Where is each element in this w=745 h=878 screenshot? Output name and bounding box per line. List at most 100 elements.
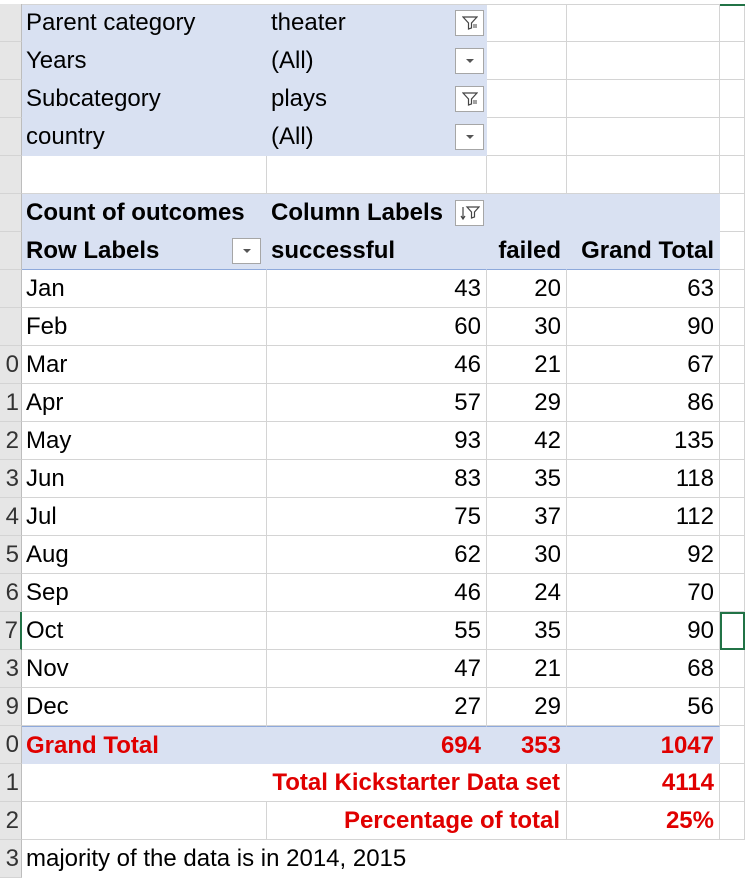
dataset-total-label[interactable]: Total Kickstarter Data set [267, 764, 567, 802]
successful-value[interactable]: 62 [267, 536, 487, 574]
cell[interactable] [720, 574, 745, 612]
row-header[interactable]: 1 [0, 764, 22, 802]
pivot-col-successful[interactable]: successful [267, 232, 487, 270]
cell[interactable] [487, 42, 567, 80]
failed-value[interactable]: 30 [487, 308, 567, 346]
filter-label-parent-category[interactable]: Parent category [22, 4, 267, 42]
grand-total-successful[interactable]: 694 [267, 726, 487, 764]
cell[interactable] [720, 612, 745, 650]
total-value[interactable]: 112 [567, 498, 720, 536]
successful-value[interactable]: 83 [267, 460, 487, 498]
failed-value[interactable]: 24 [487, 574, 567, 612]
cell[interactable] [720, 384, 745, 422]
row-header[interactable] [0, 4, 22, 42]
cell[interactable] [267, 156, 487, 194]
row-header[interactable] [0, 156, 22, 194]
failed-value[interactable]: 29 [487, 688, 567, 726]
failed-value[interactable]: 21 [487, 650, 567, 688]
cell[interactable] [720, 80, 745, 118]
cell[interactable] [487, 118, 567, 156]
failed-value[interactable]: 30 [487, 536, 567, 574]
cell[interactable] [720, 232, 745, 270]
successful-value[interactable]: 60 [267, 308, 487, 346]
total-value[interactable]: 67 [567, 346, 720, 384]
total-value[interactable]: 68 [567, 650, 720, 688]
total-value[interactable]: 118 [567, 460, 720, 498]
row-header[interactable]: 3 [0, 840, 22, 878]
failed-value[interactable]: 21 [487, 346, 567, 384]
total-value[interactable]: 92 [567, 536, 720, 574]
cell[interactable] [720, 156, 745, 194]
cell[interactable] [567, 80, 720, 118]
percentage-label[interactable]: Percentage of total [267, 802, 567, 840]
total-value[interactable]: 90 [567, 308, 720, 346]
note-text[interactable]: majority of the data is in 2014, 2015 [26, 845, 407, 872]
row-label[interactable]: Mar [22, 346, 267, 384]
total-value[interactable]: 86 [567, 384, 720, 422]
pivot-col-failed[interactable]: failed [487, 232, 567, 270]
cell[interactable] [720, 498, 745, 536]
filter-label-years[interactable]: Years [22, 42, 267, 80]
dataset-total-value[interactable]: 4114 [567, 764, 720, 802]
row-label[interactable]: Apr [22, 384, 267, 422]
row-header[interactable]: 1 [0, 384, 22, 422]
row-header[interactable]: 0 [0, 726, 22, 764]
pivot-column-labels[interactable]: Column Labels [267, 194, 487, 232]
filter-applied-icon[interactable] [455, 10, 484, 36]
pivot-row-labels[interactable]: Row Labels [22, 232, 267, 270]
successful-value[interactable]: 27 [267, 688, 487, 726]
cell[interactable] [720, 118, 745, 156]
row-header[interactable]: 2 [0, 802, 22, 840]
row-label[interactable]: Jul [22, 498, 267, 536]
row-label[interactable]: Aug [22, 536, 267, 574]
cell[interactable] [720, 194, 745, 232]
failed-value[interactable]: 37 [487, 498, 567, 536]
chevron-down-icon[interactable] [455, 124, 484, 150]
row-header[interactable] [0, 118, 22, 156]
row-label[interactable]: Oct [22, 612, 267, 650]
filter-value-parent-category[interactable]: theater [267, 4, 487, 42]
total-value[interactable]: 56 [567, 688, 720, 726]
successful-value[interactable]: 75 [267, 498, 487, 536]
percentage-value[interactable]: 25% [567, 802, 720, 840]
filter-label-country[interactable]: country [22, 118, 267, 156]
successful-value[interactable]: 57 [267, 384, 487, 422]
cell[interactable] [22, 764, 267, 802]
total-value[interactable]: 135 [567, 422, 720, 460]
failed-value[interactable]: 29 [487, 384, 567, 422]
row-header[interactable]: 6 [0, 574, 22, 612]
successful-value[interactable]: 55 [267, 612, 487, 650]
chevron-down-icon[interactable] [455, 48, 484, 74]
row-header[interactable]: 2 [0, 422, 22, 460]
sort-filter-icon[interactable] [455, 200, 484, 226]
row-label[interactable]: Jun [22, 460, 267, 498]
cell[interactable] [720, 42, 745, 80]
row-header[interactable]: 7 [0, 612, 22, 650]
row-header[interactable]: 3 [0, 650, 22, 688]
cell[interactable] [720, 346, 745, 384]
cell[interactable] [720, 308, 745, 346]
cell[interactable] [720, 422, 745, 460]
cell[interactable] [487, 80, 567, 118]
cell[interactable] [720, 270, 745, 308]
row-label[interactable]: May [22, 422, 267, 460]
row-header[interactable] [0, 42, 22, 80]
row-label[interactable]: Sep [22, 574, 267, 612]
total-value[interactable]: 90 [567, 612, 720, 650]
failed-value[interactable]: 20 [487, 270, 567, 308]
row-header[interactable]: 5 [0, 536, 22, 574]
failed-value[interactable]: 42 [487, 422, 567, 460]
cell[interactable] [720, 4, 745, 42]
cell[interactable] [567, 156, 720, 194]
pivot-col-grand-total[interactable]: Grand Total [567, 232, 720, 270]
filter-value-years[interactable]: (All) [267, 42, 487, 80]
filter-label-subcategory[interactable]: Subcategory [22, 80, 267, 118]
pivot-values-label[interactable]: Count of outcomes [22, 194, 267, 232]
cell[interactable] [22, 156, 267, 194]
filter-applied-icon[interactable] [455, 86, 484, 112]
grand-total-label[interactable]: Grand Total [22, 726, 267, 764]
successful-value[interactable]: 47 [267, 650, 487, 688]
row-header[interactable]: 0 [0, 346, 22, 384]
row-label[interactable]: Jan [22, 270, 267, 308]
cell[interactable] [567, 194, 720, 232]
